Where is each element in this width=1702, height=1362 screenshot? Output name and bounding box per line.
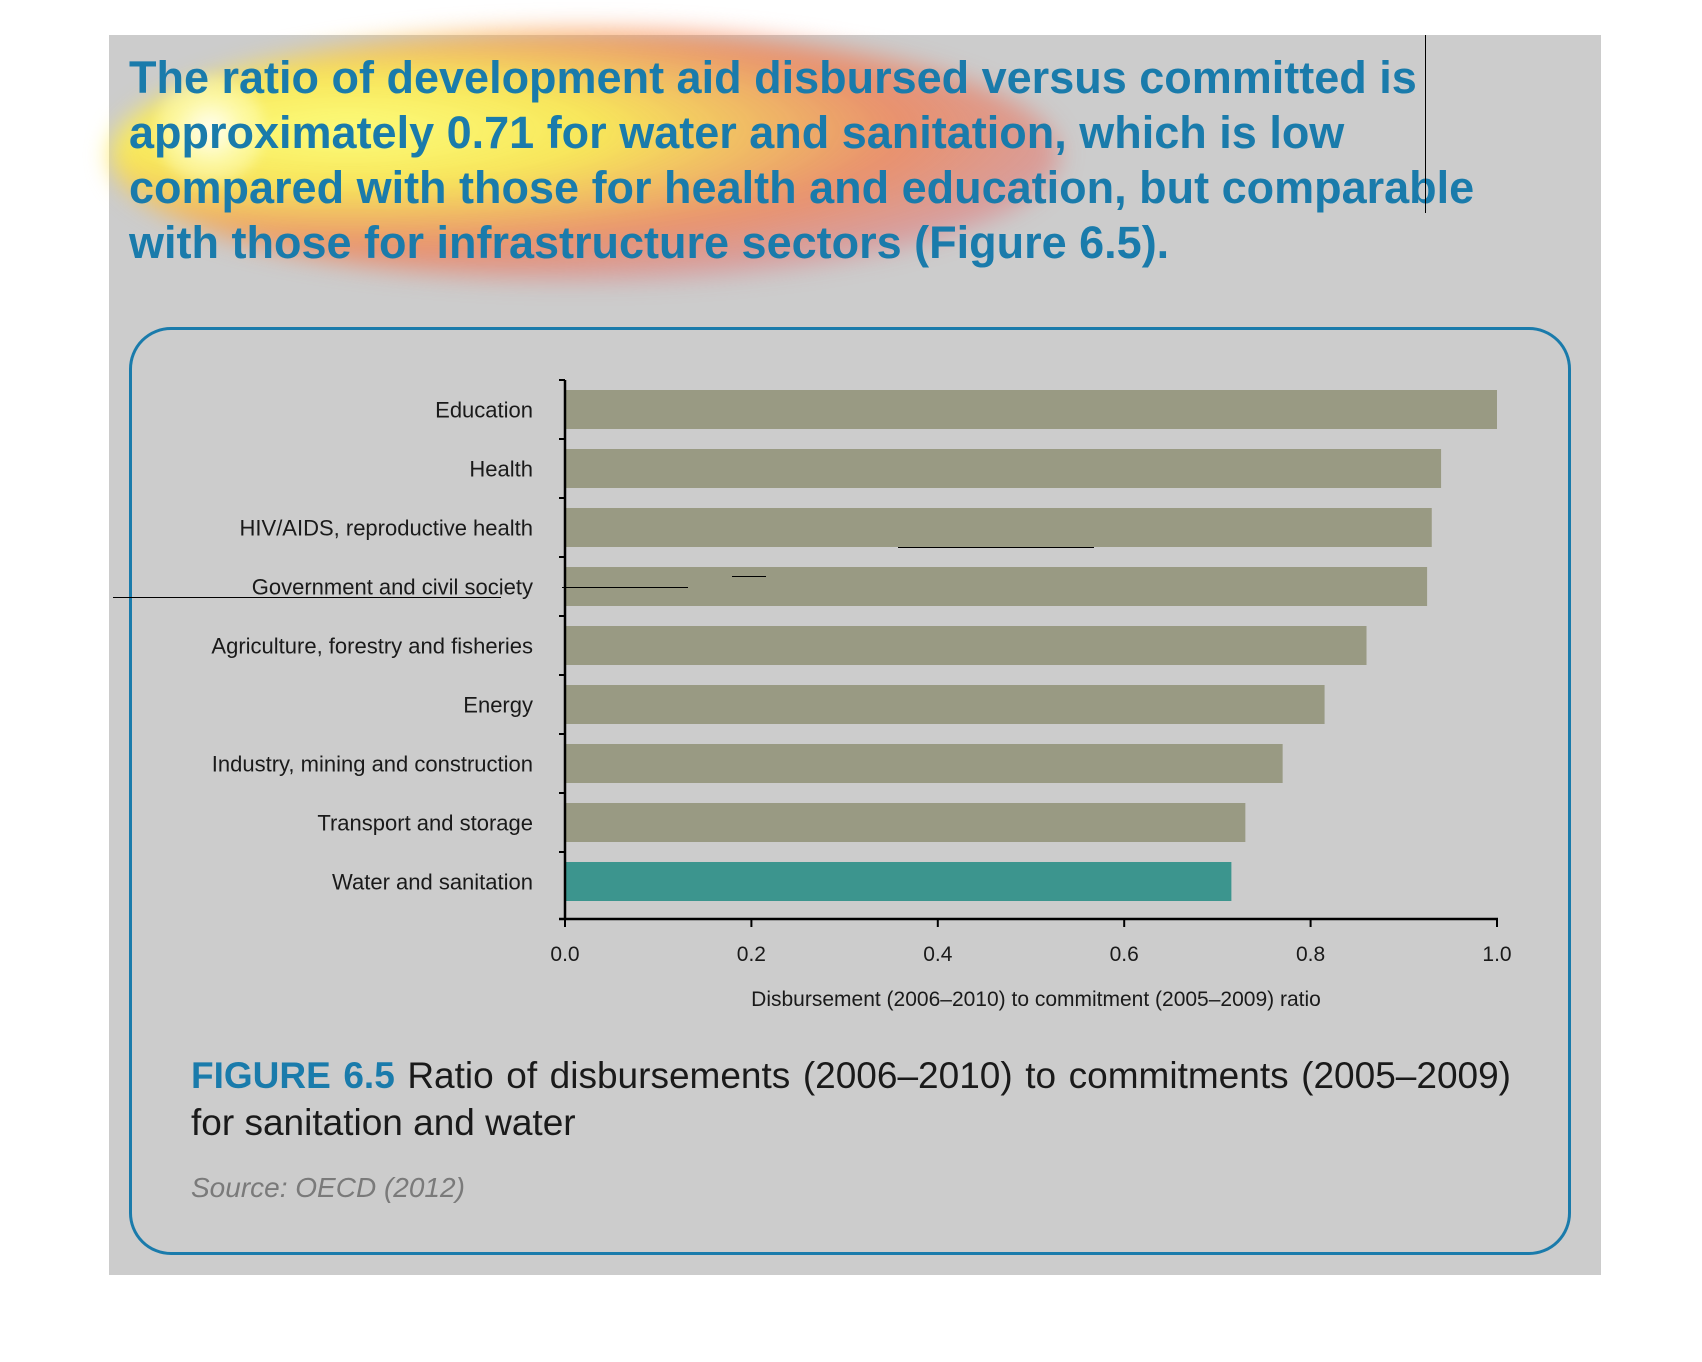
bar [566, 508, 1432, 547]
stray-line [732, 576, 766, 577]
bar [566, 567, 1428, 606]
x-axis-title: Disbursement (2006–2010) to commitment (… [751, 988, 1321, 1011]
bar [566, 449, 1442, 488]
bar [566, 862, 1232, 901]
bar [566, 390, 1497, 429]
intro-paragraph: The ratio of development aid disbursed v… [129, 52, 1475, 268]
bar [566, 744, 1283, 783]
heatmap-glow [110, 30, 1060, 280]
x-tick-label: 0.4 [923, 943, 953, 966]
category-label: Government and civil society [252, 575, 533, 600]
category-label: Water and sanitation [332, 870, 533, 895]
stray-line [898, 547, 1094, 548]
bar [566, 685, 1325, 724]
figure-source: Source: OECD (2012) [191, 1172, 465, 1203]
cursor-line [1425, 35, 1426, 213]
figure-label: FIGURE 6.5 [191, 1055, 395, 1096]
category-label: Education [435, 398, 533, 423]
x-tick-label: 0.2 [737, 943, 766, 966]
stray-line [562, 587, 688, 588]
bar [566, 626, 1367, 665]
category-label: Health [469, 457, 533, 482]
x-tick-label: 0.0 [550, 943, 579, 966]
x-tick-label: 1.0 [1482, 943, 1511, 966]
category-label: Energy [463, 693, 533, 718]
stray-line [113, 597, 501, 598]
figure-caption-text: Ratio of disbursements (2006–2010) to co… [191, 1055, 1511, 1143]
bar [566, 803, 1246, 842]
category-label: HIV/AIDS, reproductive health [240, 516, 533, 541]
figure-frame [129, 327, 1571, 1255]
category-label: Agriculture, forestry and fisheries [211, 634, 533, 659]
heatmap-hotspot [155, 75, 265, 185]
category-label: Industry, mining and construction [212, 752, 533, 777]
x-tick-label: 0.8 [1296, 943, 1325, 966]
x-tick-label: 0.6 [1110, 943, 1139, 966]
category-label: Transport and storage [317, 811, 533, 836]
figure-caption: FIGURE 6.5 Ratio of disbursements (2006–… [191, 1052, 1511, 1146]
